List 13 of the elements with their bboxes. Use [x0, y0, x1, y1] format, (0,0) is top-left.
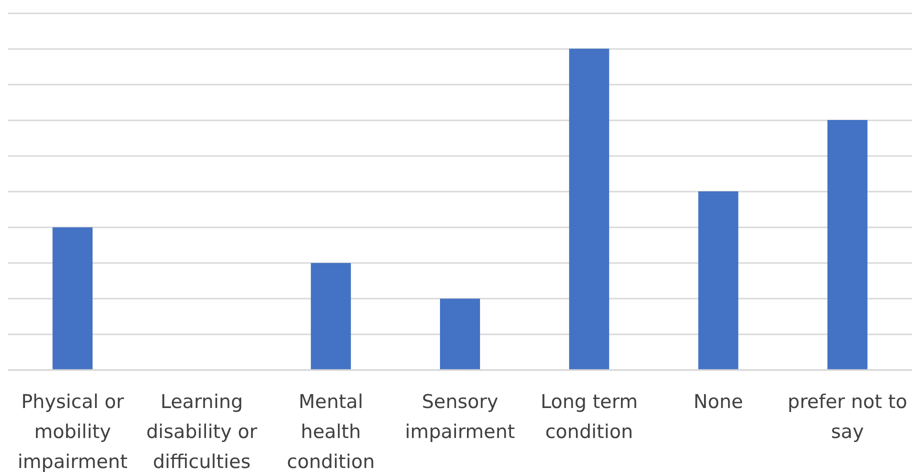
x-tick-label: prefer not to say: [788, 391, 908, 443]
bar: [698, 191, 738, 370]
bar: [310, 262, 351, 370]
x-tick-label: None: [693, 391, 744, 413]
bar: [827, 120, 868, 370]
x-tick-label: Mental health condition: [286, 391, 375, 472]
x-tick-label: Sensory impairment: [405, 391, 515, 443]
bar: [52, 227, 93, 370]
x-tick-label: Learning disability or difficulties: [146, 391, 258, 472]
bar: [569, 48, 610, 370]
x-tick-label: Long term condition: [540, 391, 638, 443]
x-tick-label: Physical or mobility impairment: [18, 391, 128, 472]
bar: [440, 298, 480, 370]
